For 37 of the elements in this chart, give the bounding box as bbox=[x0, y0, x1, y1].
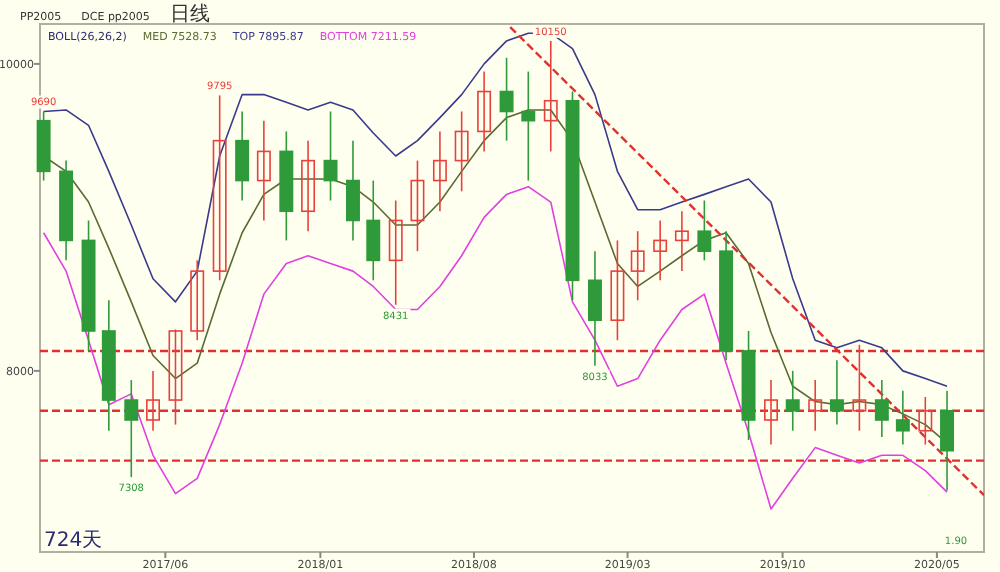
candlestick bbox=[146, 370, 160, 432]
candlestick bbox=[674, 210, 689, 272]
candlestick bbox=[630, 230, 645, 302]
candlestick bbox=[454, 110, 469, 193]
candlestick bbox=[808, 379, 823, 432]
candlestick bbox=[366, 179, 381, 282]
candlestick bbox=[521, 70, 536, 182]
candlestick bbox=[697, 199, 712, 262]
candlestick bbox=[543, 40, 558, 153]
candlestick bbox=[124, 379, 139, 478]
candlestick bbox=[410, 159, 425, 252]
candlestick bbox=[256, 119, 271, 222]
candlestick bbox=[235, 110, 250, 202]
candlestick bbox=[610, 239, 625, 341]
candlestick bbox=[477, 70, 492, 153]
candlestick bbox=[212, 94, 227, 282]
candlestick bbox=[829, 359, 844, 426]
candlestick bbox=[323, 110, 338, 202]
candlestick bbox=[895, 390, 910, 446]
candlestick bbox=[388, 199, 403, 306]
candlestick bbox=[346, 139, 360, 242]
candlestick bbox=[432, 130, 447, 213]
candlestick bbox=[653, 219, 668, 282]
candlestick bbox=[940, 390, 955, 492]
candlestick bbox=[852, 343, 867, 432]
candlestick bbox=[874, 379, 889, 438]
annotation: 日线 bbox=[169, 2, 210, 26]
candlestick bbox=[764, 379, 778, 446]
annotation: 724天 bbox=[44, 530, 103, 552]
line-series bbox=[42, 185, 948, 510]
candlestick bbox=[168, 328, 183, 426]
candlestick bbox=[785, 370, 800, 432]
candlestick bbox=[499, 56, 514, 142]
candlestick bbox=[190, 259, 205, 341]
candlestick bbox=[587, 250, 602, 367]
candlestick bbox=[918, 396, 933, 446]
candlestick bbox=[301, 139, 316, 233]
